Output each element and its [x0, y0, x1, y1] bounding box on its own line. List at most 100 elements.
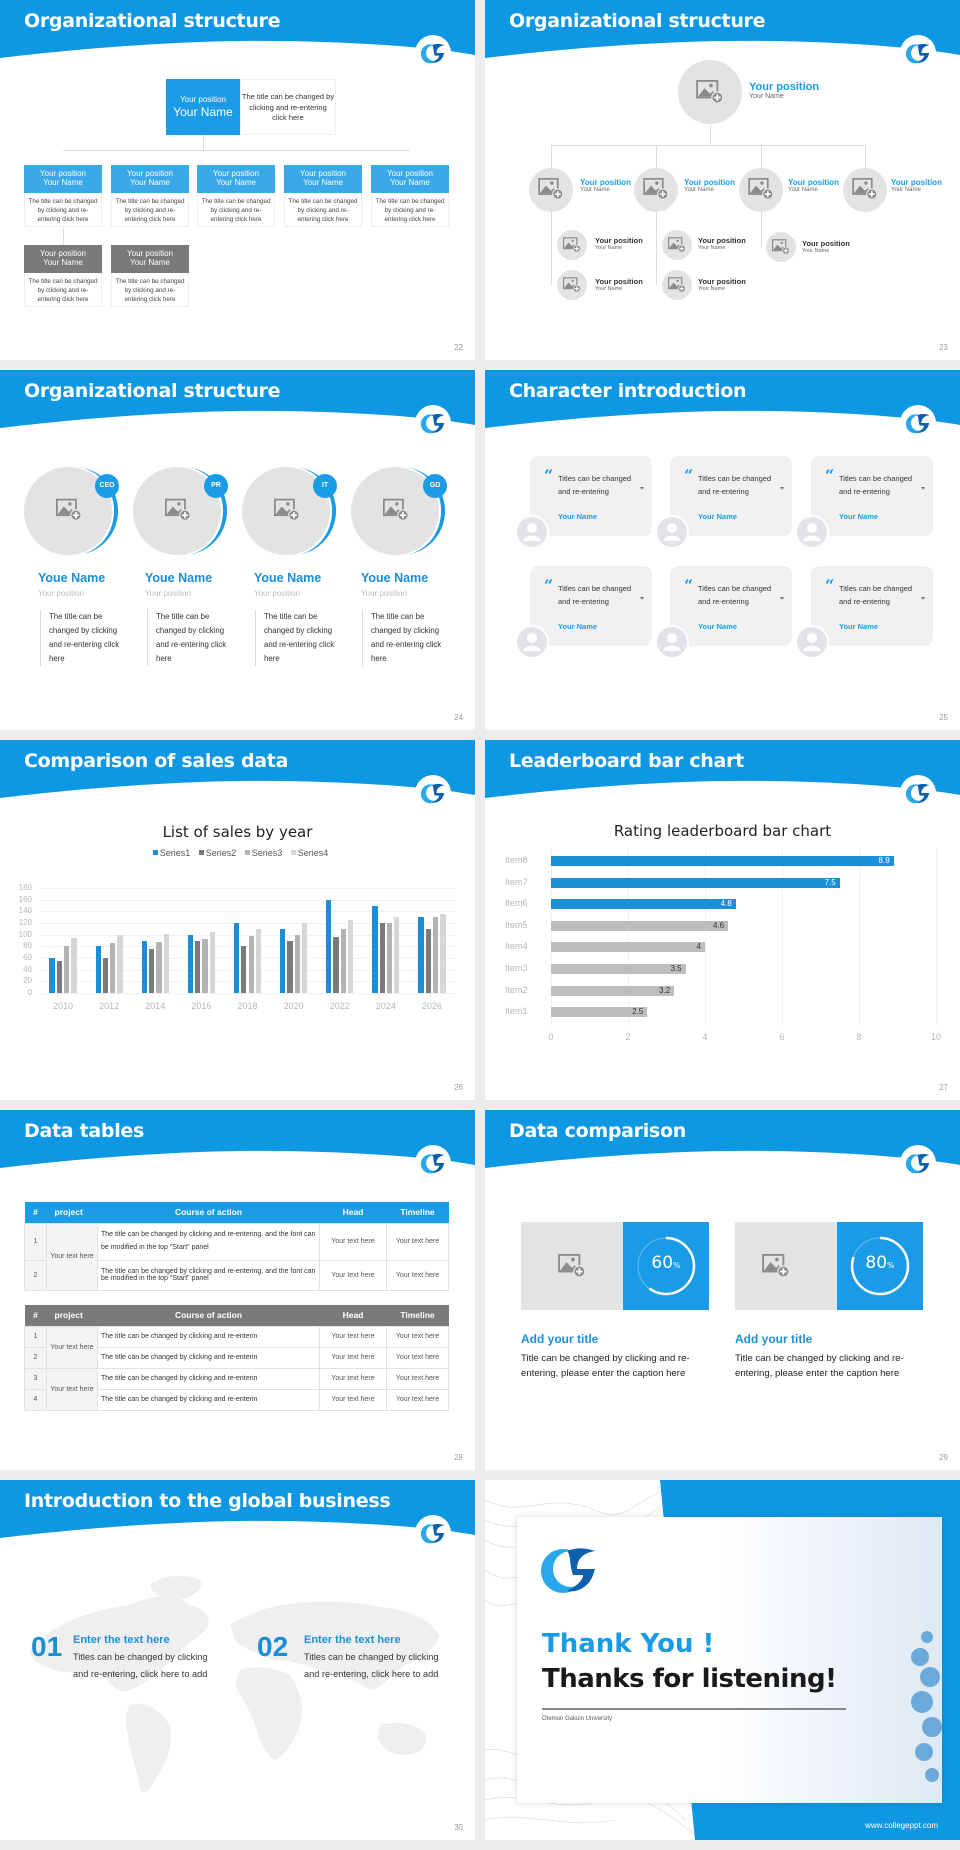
- photo-placeholder[interactable]: [739, 168, 783, 212]
- role-badge: IT: [313, 474, 337, 498]
- photo-placeholder[interactable]: [766, 232, 796, 262]
- top-position-box[interactable]: Your position Your Name: [166, 79, 240, 135]
- quote-card[interactable]: “ Titles can be changed and re-entering …: [530, 456, 652, 536]
- image-placeholder[interactable]: [735, 1222, 837, 1310]
- connector-line: [63, 228, 64, 245]
- photo-placeholder[interactable]: [557, 230, 587, 260]
- chart-bar: [326, 899, 332, 993]
- photo-placeholder[interactable]: [843, 168, 887, 212]
- table-row[interactable]: 4 The title can be changed by clicking a…: [24, 1388, 449, 1411]
- member-position: Your position: [361, 589, 407, 598]
- table-row[interactable]: 3 Your text here The title can be change…: [24, 1367, 449, 1411]
- image-add-icon: [563, 277, 581, 293]
- y-tick-label: 180: [18, 883, 32, 892]
- item-heading[interactable]: Enter the text here: [73, 1634, 170, 1646]
- quote-card[interactable]: “ Titles can be changed and re-entering …: [530, 566, 652, 646]
- avatar[interactable]: [655, 625, 689, 659]
- grid-line: [40, 981, 455, 983]
- avatar[interactable]: [795, 515, 829, 549]
- image-placeholder[interactable]: [521, 1222, 623, 1310]
- slide-28[interactable]: Data tables # project Course of action H…: [0, 1110, 475, 1470]
- slide-30[interactable]: Introduction to the global business 01 E…: [0, 1480, 475, 1840]
- x-tick-label: 2020: [283, 1001, 304, 1011]
- photo-placeholder[interactable]: [557, 270, 587, 300]
- chart-bar: [287, 940, 293, 993]
- table-row[interactable]: 1 Your text here The title can be change…: [24, 1325, 449, 1369]
- member-photo-ring[interactable]: [24, 466, 118, 556]
- quote-card[interactable]: “ Titles can be changed and re-entering …: [811, 566, 933, 646]
- connector-line: [761, 212, 762, 247]
- photo-placeholder[interactable]: [634, 168, 678, 212]
- member-photo-ring[interactable]: [242, 466, 336, 556]
- slide-24[interactable]: Organizational structure CEO Youe Name Y…: [0, 370, 475, 730]
- photo-placeholder[interactable]: [662, 230, 692, 260]
- table-row[interactable]: 2 The title can be changed by clicking a…: [24, 1259, 449, 1291]
- avatar[interactable]: [795, 625, 829, 659]
- slide-25[interactable]: Character introduction “ Titles can be c…: [485, 370, 960, 730]
- y-tick-label: Item5: [505, 919, 528, 930]
- legend-swatch: [244, 850, 250, 855]
- y-tick-label: Item4: [505, 941, 528, 952]
- table-row[interactable]: 2 The title can be changed by clicking a…: [24, 1346, 449, 1369]
- name-label: Your Name: [130, 258, 170, 268]
- photo-placeholder[interactable]: [678, 60, 742, 124]
- card-description: The title can be changed by clicking and…: [24, 273, 102, 307]
- chart-bar: [148, 949, 155, 993]
- chart-bar: 3.5: [551, 964, 686, 974]
- org-card[interactable]: Your position Your Name The title can be …: [111, 165, 189, 227]
- photo-placeholder[interactable]: [529, 168, 573, 212]
- position-text: Your position Your Name: [698, 236, 746, 251]
- user-icon: [523, 633, 541, 651]
- y-tick-label: Item2: [505, 984, 528, 995]
- slide-27[interactable]: Leaderboard bar chart Rating leaderboard…: [485, 740, 960, 1100]
- user-icon: [663, 523, 681, 541]
- chart-bar: [372, 905, 378, 993]
- col-header-action: Course of action: [97, 1305, 320, 1326]
- avatar[interactable]: [515, 625, 549, 659]
- position-text: Your position Your Name: [802, 239, 850, 254]
- slide-22[interactable]: Organizational structure Your position Y…: [0, 0, 475, 360]
- avatar[interactable]: [515, 515, 549, 549]
- quote-card[interactable]: “ Titles can be changed and re-entering …: [811, 456, 933, 536]
- chart-bar: [394, 917, 400, 993]
- y-tick-label: 80: [23, 941, 32, 951]
- item-heading[interactable]: Enter the text here: [304, 1634, 401, 1646]
- top-description[interactable]: The title can be changed by clicking and…: [240, 79, 336, 135]
- website-link[interactable]: www.collegeppt.com: [865, 1821, 938, 1830]
- col-header-timeline: Timeline: [386, 1305, 449, 1326]
- position-label: Your position: [127, 169, 173, 178]
- x-tick-label: 2024: [375, 1001, 396, 1011]
- member-description: The title can be changed by clicking and…: [255, 610, 345, 666]
- org-card[interactable]: Your position Your Name The title can be …: [24, 245, 102, 307]
- org-card[interactable]: Your position Your Name The title can be …: [111, 245, 189, 307]
- slide-29[interactable]: Data comparison 60% Add your title Title…: [485, 1110, 960, 1470]
- card-description: The title can be changed by clicking and…: [24, 193, 102, 227]
- member-photo-ring[interactable]: [351, 466, 445, 556]
- slide-title: Data tables: [24, 1120, 145, 1142]
- slide-26[interactable]: Comparison of sales data List of sales b…: [0, 740, 475, 1100]
- slide-31[interactable]: Thank You ! Thanks for listening! Otemon…: [485, 1480, 960, 1840]
- org-card[interactable]: Your position Your Name The title can be …: [24, 165, 102, 227]
- chart-bar: [248, 935, 254, 993]
- x-tick-label: 0: [548, 1031, 554, 1042]
- slide-23[interactable]: Organizational structure Your position Y…: [485, 0, 960, 360]
- connector-line: [551, 212, 552, 285]
- avatar[interactable]: [655, 515, 689, 549]
- org-card[interactable]: Your position Your Name The title can be …: [284, 165, 362, 227]
- chart-bar: [195, 940, 201, 993]
- member-photo-ring[interactable]: [133, 466, 227, 556]
- org-card[interactable]: Your position Your Name The title can be …: [371, 165, 449, 227]
- item-text[interactable]: Titles can be changed by clicking and re…: [73, 1652, 208, 1679]
- quote-card[interactable]: “ Titles can be changed and re-entering …: [670, 456, 792, 536]
- slide-title: Comparison of sales data: [24, 750, 289, 772]
- photo-placeholder[interactable]: [662, 270, 692, 300]
- quote-card[interactable]: “ Titles can be changed and re-entering …: [670, 566, 792, 646]
- org-card[interactable]: Your position Your Name The title can be …: [197, 165, 275, 227]
- chart-bar: [233, 923, 240, 993]
- grid-line: [705, 848, 706, 1026]
- table-row[interactable]: 1 Your text here The title can be change…: [24, 1222, 449, 1291]
- item-text[interactable]: Titles can be changed by clicking and re…: [304, 1652, 439, 1679]
- legend-swatch: [198, 850, 204, 855]
- chart-bar: [241, 946, 247, 993]
- chart-bar: [294, 934, 300, 993]
